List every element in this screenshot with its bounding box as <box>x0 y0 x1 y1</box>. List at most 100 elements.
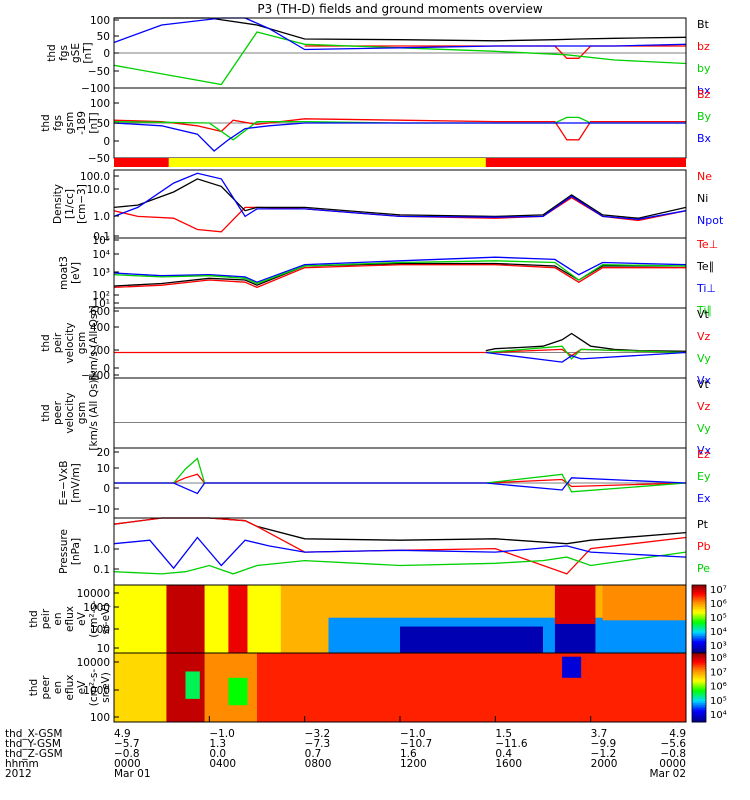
series-line-bx <box>113 17 687 51</box>
y-axis-label: [nT] <box>82 42 94 63</box>
colorbar-cell <box>692 627 706 630</box>
y-axis-label: [nPa] <box>70 538 82 565</box>
x-tick-label: 1600 <box>495 758 522 770</box>
x-row-label: 2012 <box>5 768 32 780</box>
y-tick-label: 50 <box>97 118 110 130</box>
colorbar-cell <box>692 602 706 605</box>
x-tick-label: −1.0 <box>400 728 426 740</box>
y-axis-label: [1/cc] <box>64 189 76 219</box>
y-tick-label: 100 <box>90 15 110 27</box>
y-tick-label: 0.1 <box>93 564 110 576</box>
y-tick-label: 100 <box>90 98 110 110</box>
x-row-label: thd_Y-GSM <box>5 738 61 750</box>
y-axis-label: eV <box>76 611 88 625</box>
y-tick-label: 0 <box>103 363 110 375</box>
colorbar-cell <box>692 701 706 704</box>
colorbar-cell <box>692 699 706 702</box>
colorbar-cell <box>692 598 706 601</box>
y-axis-label: (cm²-s- <box>88 600 100 638</box>
y-tick-label: 10² <box>92 290 110 302</box>
y-tick-label: −50 <box>88 153 110 165</box>
colorbar-cell <box>692 709 706 713</box>
y-axis-label: gsm <box>64 112 76 134</box>
x-tick-label: 3.7 <box>591 728 608 740</box>
panel-frame <box>113 377 687 449</box>
legend-entry: Vz <box>697 400 711 413</box>
panel-9: 10⁷ 10⁶ 10⁵ 10⁴ 10³ 10000 1000 100 10 thd peir en ef… <box>28 584 727 655</box>
y-tick-label: 10⁴ <box>92 249 110 261</box>
colorbar-cell <box>692 639 706 642</box>
colorbar-cell <box>692 647 706 651</box>
heatmap-block <box>114 653 167 722</box>
colorbar-cell <box>692 653 706 656</box>
y-axis-label: en <box>52 681 64 694</box>
y-axis-label: peir <box>40 608 52 629</box>
colorbar-cell <box>692 619 706 622</box>
colorbar-cell <box>692 687 706 690</box>
colorbar-cell <box>692 671 706 675</box>
y-axis-label: fgs <box>52 115 64 131</box>
colorbar-cell <box>692 659 706 663</box>
x-tick-label: 0.4 <box>495 748 512 760</box>
colorbar-cell <box>692 668 706 671</box>
colorbar-cell <box>692 622 706 625</box>
x-tick-label: −1.0 <box>209 728 235 740</box>
y-tick-label: −100 <box>81 83 110 95</box>
x-tick-label: −5.7 <box>114 738 140 750</box>
colorbar-cell <box>692 670 706 673</box>
y-axis-label: sr-eV) <box>100 604 112 635</box>
status-segment <box>114 158 169 167</box>
heatmap-block <box>257 653 686 722</box>
colorbar-cell <box>692 708 706 711</box>
x-tick-label: −3.2 <box>305 728 331 740</box>
series-line-Ti∥ <box>113 260 687 285</box>
panel-3: Ne Ni Npot 100.010.0 1.0 0.1 Density [1/cc] [cm−… <box>52 169 724 243</box>
colorbar-cell <box>692 651 706 654</box>
colorbar-cell <box>692 715 706 718</box>
x-tick-label: −0.8 <box>661 748 687 760</box>
colorbar-cell <box>692 694 706 697</box>
colorbar-tick-label: 10⁴ <box>710 627 727 638</box>
colorbar-cell <box>692 637 706 640</box>
y-axis-label: eflux <box>64 675 76 701</box>
x-tick-label: 4.9 <box>669 728 686 740</box>
colorbar-cell <box>692 682 706 685</box>
colorbar-cell <box>692 697 706 701</box>
y-axis-label: peer <box>40 675 52 700</box>
colorbar-cell <box>692 706 706 709</box>
y-axis-label: gsm <box>76 332 88 354</box>
legend-entry: Ti⊥ <box>696 282 716 295</box>
colorbar-cell <box>692 641 706 644</box>
colorbar-cell <box>692 689 706 692</box>
x-tick-label: −11.6 <box>495 738 527 750</box>
colorbar-cell <box>692 605 706 608</box>
x-tick-label: 0400 <box>209 758 236 770</box>
colorbar-cell <box>692 632 706 635</box>
y-tick-label: −50 <box>88 66 110 78</box>
colorbar-cell <box>692 634 706 637</box>
colorbar-cell <box>692 610 706 613</box>
legend-entry: Vt <box>697 308 710 321</box>
heatmap-block <box>602 585 686 621</box>
legend-entry: by <box>697 62 711 75</box>
y-axis-label: gsm <box>76 402 88 424</box>
legend-entry: Vz <box>697 330 711 343</box>
colorbar-cell <box>692 629 706 632</box>
legend-entry: Bz <box>697 88 711 101</box>
colorbar-cell <box>692 720 706 723</box>
heatmap-block <box>554 585 596 624</box>
y-tick-label: 10.0 <box>87 184 110 196</box>
y-tick-label: 20 <box>97 447 110 459</box>
y-axis-label: [km/s (All Qs)] <box>88 305 100 380</box>
y-axis-label: fgs <box>58 45 70 61</box>
y-tick-label: 100 <box>90 712 110 724</box>
colorbar-cell <box>692 596 706 600</box>
y-tick-label: 10³ <box>92 267 110 279</box>
heatmap-block <box>400 626 543 653</box>
y-axis-label: velocity <box>64 322 76 363</box>
colorbar-cell <box>692 680 706 683</box>
heatmap-block <box>228 585 248 653</box>
panel-frame <box>113 237 687 309</box>
legend-entry: Ni <box>697 192 708 205</box>
y-axis-label: thd <box>28 679 40 696</box>
